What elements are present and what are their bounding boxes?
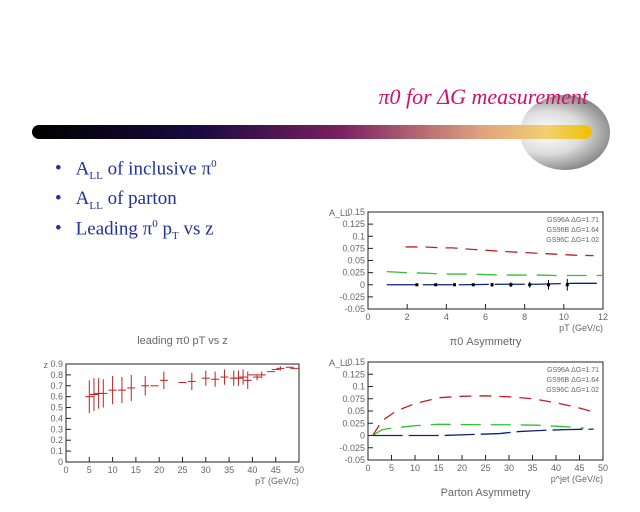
legend-entry: GS96C ΔG=1.02	[546, 237, 599, 244]
y-tick-label: -0.025	[339, 292, 365, 302]
series-line	[372, 395, 594, 436]
y-tick-label: 0.6	[50, 392, 63, 402]
bullet-1: ALL of inclusive π0	[55, 158, 217, 182]
series-line	[405, 246, 594, 257]
y-tick-label: 0.5	[50, 403, 63, 413]
data-point	[546, 283, 550, 287]
y-tick-label: -0.05	[344, 455, 365, 465]
x-tick-label: 4	[444, 312, 449, 322]
legend-entry: GS96A ΔG=1.71	[547, 217, 599, 224]
chart-title: leading π0 pT vs z	[137, 335, 228, 347]
data-point	[452, 283, 456, 287]
y-tick-label: 0.075	[342, 394, 365, 404]
series-line	[386, 282, 603, 286]
x-tick-label: 45	[574, 463, 584, 473]
y-axis-label: z	[44, 360, 49, 370]
x-tick-label: 0	[365, 312, 370, 322]
data-point	[509, 283, 513, 287]
legend-entry: GS96C ΔG=1.02	[546, 387, 599, 394]
y-tick-label: 0.9	[50, 359, 63, 369]
y-tick-label: 0.025	[342, 268, 365, 278]
x-tick-label: 6	[483, 312, 488, 322]
legend-entry: GS96B ΔG=1.64	[547, 227, 599, 234]
y-tick-label: 0.025	[342, 418, 365, 428]
y-tick-label: -0.05	[344, 304, 365, 314]
series-line	[372, 423, 585, 437]
x-tick-label: 50	[598, 463, 608, 473]
x-axis-label: pT (GeV/c)	[559, 323, 603, 333]
x-tick-label: 5	[389, 463, 394, 473]
x-tick-label: 10	[559, 312, 569, 322]
data-point	[565, 283, 569, 287]
x-axis-label: p^jet (GeV/c)	[551, 474, 603, 484]
y-tick-label: 0.075	[342, 243, 365, 253]
y-tick-label: 0.125	[342, 369, 365, 379]
y-tick-label: 0.2	[50, 435, 63, 445]
y-tick-label: 0.05	[347, 256, 365, 266]
leading-pi0-z-chart: 0 5 10 15 20 25 30 35 40 45 5000.10.20.30.40.50.60…	[44, 335, 305, 486]
x-tick-label: 10	[410, 463, 420, 473]
slide-title: π0 for ΔG measurement	[378, 84, 588, 109]
data-point	[528, 283, 532, 287]
bullet-3: Leading π0 pT vs z	[55, 218, 217, 242]
data-point	[415, 283, 419, 287]
x-tick-label: 35	[527, 463, 537, 473]
x-tick-label: 40	[551, 463, 561, 473]
y-tick-label: 0.3	[50, 424, 63, 434]
x-tick-label: 0	[63, 465, 68, 475]
x-tick-label: 8	[522, 312, 527, 322]
legend-entry: GS96A ΔG=1.71	[547, 367, 599, 374]
y-tick-label: -0.025	[339, 443, 365, 453]
parton-asymmetry-chart: 0 5 10 15 20 25 30 35 40 45 50 0.15 0.125 0.1 0.075 0.0…	[329, 357, 608, 499]
data-point	[434, 283, 438, 287]
x-tick-label: 0	[365, 463, 370, 473]
x-tick-label: 25	[177, 465, 187, 475]
x-tick-label: 30	[201, 465, 211, 475]
y-tick-label: 0.4	[50, 413, 63, 423]
y-tick-label: 0	[360, 280, 365, 290]
y-tick-label: 0.125	[342, 219, 365, 229]
x-tick-label: 10	[108, 465, 118, 475]
series-line	[372, 428, 594, 437]
pi0-asymmetry-chart: 0 2 4 6 8 10 120.150.1250.10.0750.050.0250-0.0…	[329, 207, 608, 348]
y-tick-label: 0.8	[50, 370, 63, 380]
x-axis-label: pT (GeV/c)	[255, 476, 299, 486]
x-tick-label: 20	[457, 463, 467, 473]
x-tick-label: 15	[131, 465, 141, 475]
x-tick-label: 5	[87, 465, 92, 475]
title-bar-decoration	[32, 125, 592, 139]
y-tick-label: 0	[58, 457, 63, 467]
x-tick-label: 30	[504, 463, 514, 473]
plot-frame	[65, 363, 300, 463]
y-tick-label: 0.15	[347, 207, 365, 217]
y-axis-label: A_LL	[329, 208, 350, 218]
y-tick-label: 0	[360, 431, 365, 441]
y-tick-label: 0.7	[50, 381, 63, 391]
chart-title: Parton Asymmetry	[441, 487, 531, 499]
x-tick-label: 40	[247, 465, 257, 475]
x-tick-label: 2	[405, 312, 410, 322]
series-line	[386, 271, 603, 277]
y-tick-label: 0.1	[352, 231, 365, 241]
bullet-list: ALL of inclusive π0 ALL of parton Leadin…	[55, 158, 217, 248]
x-tick-label: 20	[154, 465, 164, 475]
y-axis-label: A_LL	[329, 358, 350, 368]
data-point	[490, 283, 494, 287]
x-tick-label: 35	[224, 465, 234, 475]
y-tick-label: 0.1	[352, 382, 365, 392]
legend-entry: GS96B ΔG=1.64	[547, 377, 599, 384]
y-tick-label: 0.15	[347, 357, 365, 367]
y-tick-label: 0.1	[50, 446, 63, 456]
x-tick-label: 15	[433, 463, 443, 473]
data-point	[471, 283, 475, 287]
bullet-2: ALL of parton	[55, 188, 217, 212]
chart-title: π0 Asymmetry	[450, 336, 522, 348]
x-tick-label: 45	[271, 465, 281, 475]
y-tick-label: 0.05	[347, 406, 365, 416]
x-tick-label: 12	[598, 312, 608, 322]
x-tick-label: 50	[294, 465, 304, 475]
x-tick-label: 25	[480, 463, 490, 473]
